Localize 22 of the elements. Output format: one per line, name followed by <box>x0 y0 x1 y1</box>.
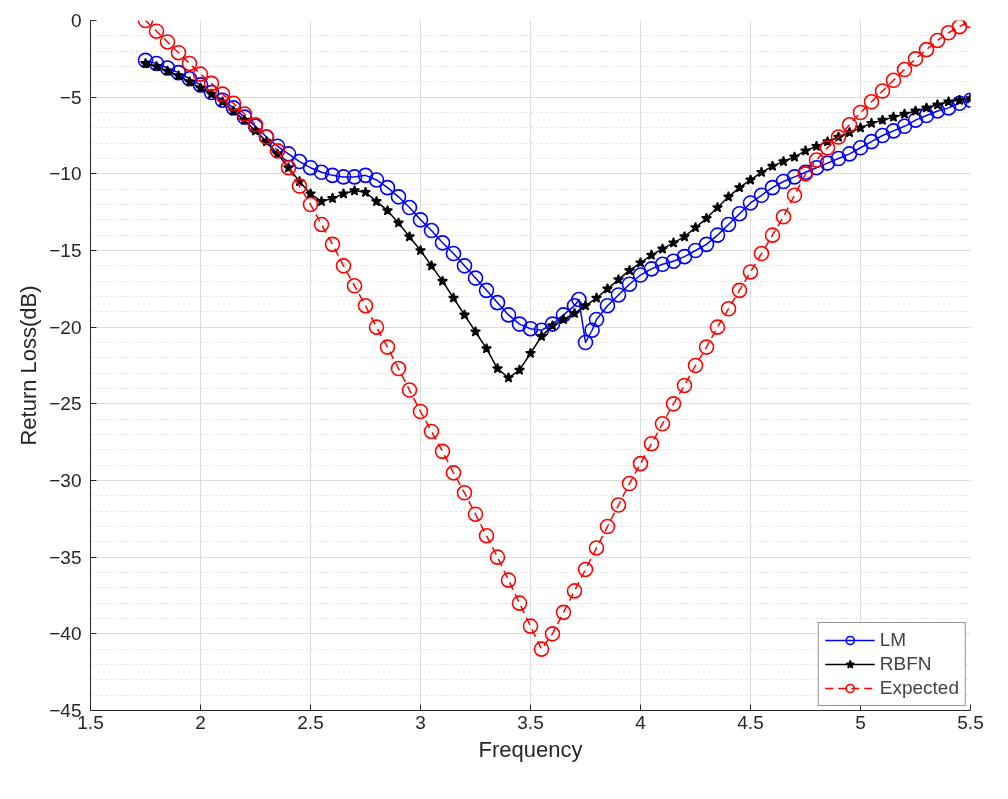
legend-label: LM <box>879 629 907 651</box>
y-tick-label: −25 <box>49 393 82 415</box>
x-tick-label: 3.5 <box>517 711 544 733</box>
y-tick-label: −15 <box>49 240 82 261</box>
x-tick-label: 2.5 <box>297 711 324 733</box>
legend-label: RBFN <box>879 653 932 675</box>
x-tick-label: 3 <box>415 711 426 733</box>
x-tick-label: 5.5 <box>957 711 984 733</box>
y-tick-label: −35 <box>49 546 82 568</box>
x-tick-label: 2 <box>195 711 206 733</box>
legend-label: Expected <box>879 677 959 699</box>
y-tick-label: −5 <box>59 86 82 108</box>
x-tick-label: 4.5 <box>737 711 764 733</box>
x-axis-title: Frequency <box>478 736 583 762</box>
x-tick-label: 5 <box>855 711 866 733</box>
y-axis-title: Return Loss(dB) <box>16 285 42 446</box>
y-tick-label: −40 <box>49 623 82 645</box>
x-tick-label: 4 <box>635 711 647 733</box>
y-tick-label: −30 <box>49 470 82 491</box>
y-tick-label: −10 <box>49 163 82 185</box>
y-tick-label: 0 <box>70 10 82 31</box>
y-tick-label: −20 <box>49 316 82 338</box>
